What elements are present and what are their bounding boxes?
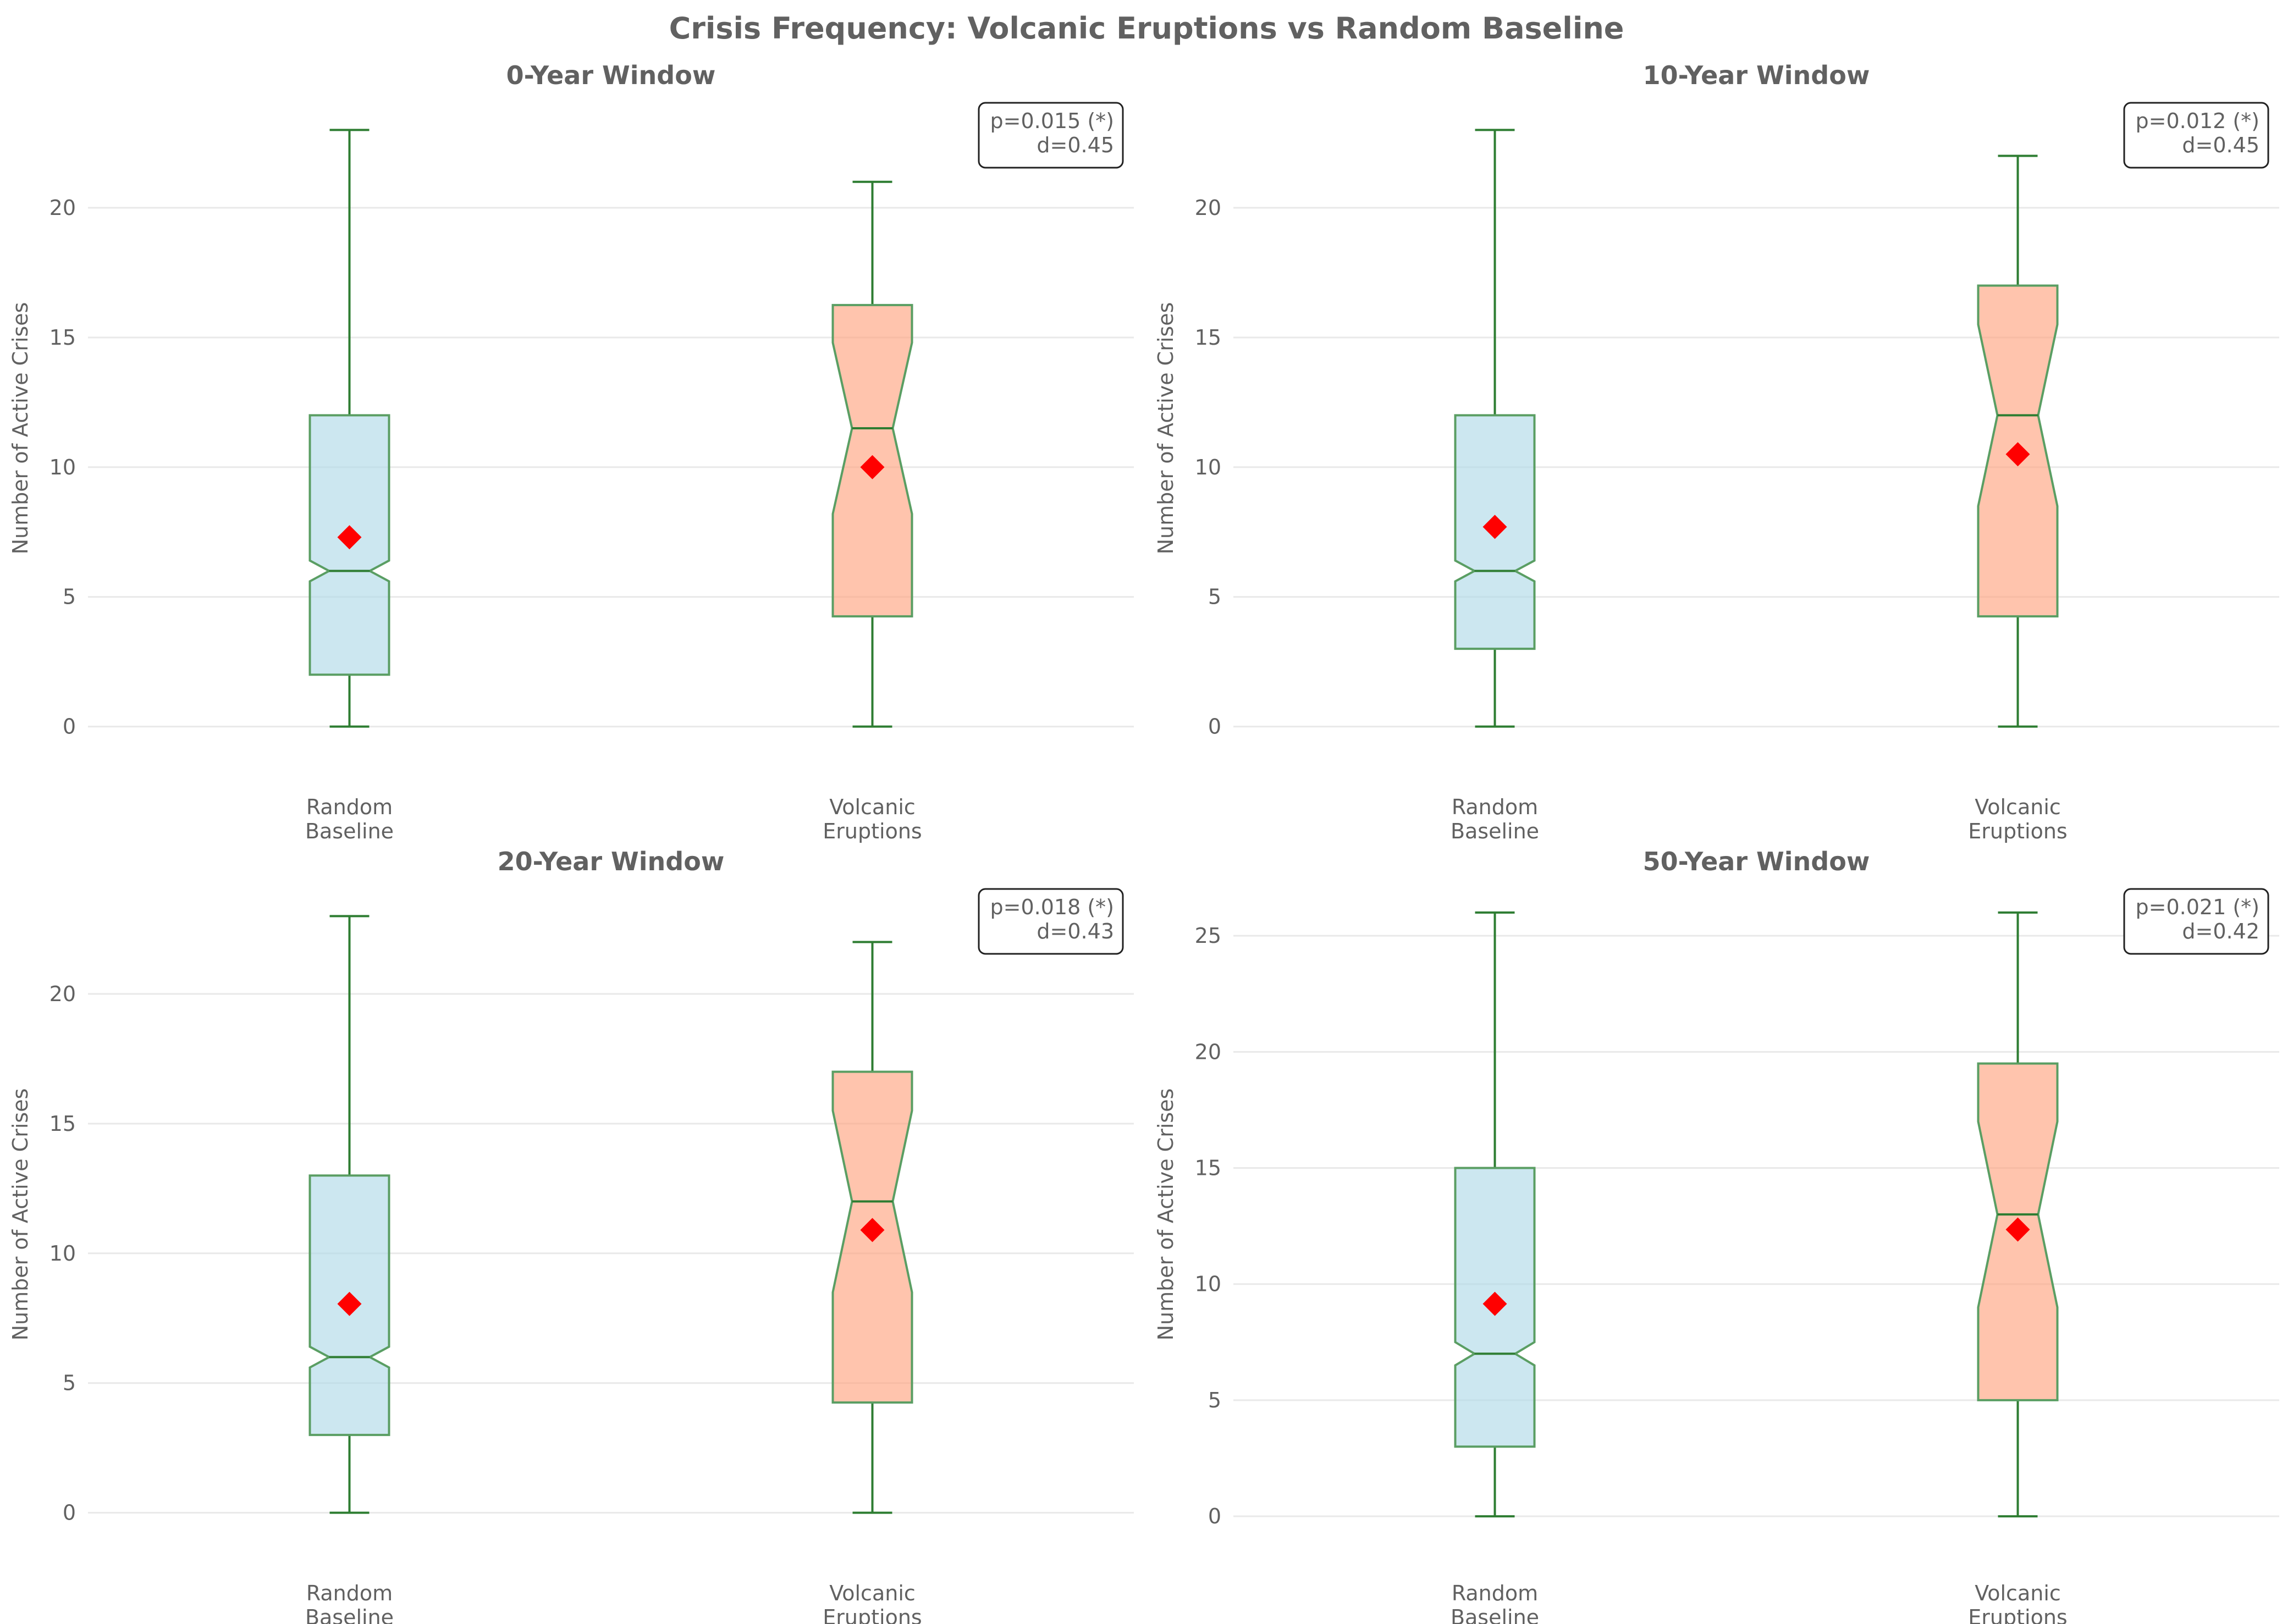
y-axis-label: Number of Active Crises xyxy=(8,302,32,555)
x-tick-label-line: Baseline xyxy=(1451,819,1539,843)
panel-title: 10-Year Window xyxy=(1643,60,1870,90)
panel-4: 50-Year Window 0 5 10 15 20 25 Number of Active… xyxy=(1154,847,2279,1624)
x-tick-label-line: Eruptions xyxy=(823,819,922,843)
stats-annotation-box xyxy=(2123,888,2269,955)
figure-title: Crisis Frequency: Volcanic Eruptions vs … xyxy=(669,11,1624,46)
x-tick-label-line: Random xyxy=(1452,1581,1538,1605)
y-tick-label: 10 xyxy=(49,455,76,479)
y-tick-label: 5 xyxy=(1208,1388,1221,1412)
box-random-baseline xyxy=(308,915,390,1514)
x-tick-label-line: Random xyxy=(306,1581,393,1605)
box-volcanic-eruptions xyxy=(831,941,913,1514)
x-tick-label: Random Baseline xyxy=(305,1581,394,1624)
x-tick-label: Volcanic Eruptions xyxy=(823,1581,922,1624)
y-axis-label: Number of Active Crises xyxy=(8,1089,32,1341)
stats-annotation-text: d=0.45 xyxy=(2182,133,2259,157)
box-volcanic-eruptions xyxy=(831,180,913,728)
panel-title: 50-Year Window xyxy=(1643,847,1870,876)
x-tick-label: Random Baseline xyxy=(1451,795,1539,843)
stats-annotation-text: d=0.43 xyxy=(1037,919,1114,943)
stats-annotation-box xyxy=(2123,102,2269,169)
mean-marker xyxy=(337,1291,362,1316)
panel-3: 20-Year Window 0 5 10 15 20 Number of Active C… xyxy=(8,847,1134,1624)
x-tick-label-line: Volcanic xyxy=(1975,795,2061,819)
box-random-baseline xyxy=(1454,129,1536,728)
y-tick-label: 20 xyxy=(1195,1040,1221,1064)
x-tick-label-line: Baseline xyxy=(305,819,394,843)
mean-marker xyxy=(1482,515,1507,539)
y-tick-label: 15 xyxy=(49,325,76,350)
mean-marker xyxy=(2005,442,2030,467)
y-tick-label: 15 xyxy=(49,1112,76,1136)
stats-annotation-box xyxy=(978,888,1124,955)
y-tick-label: 0 xyxy=(1208,1504,1221,1528)
mean-marker xyxy=(1482,1291,1507,1316)
x-tick-label-line: Eruptions xyxy=(1968,1605,2067,1624)
x-tick-label: Volcanic Eruptions xyxy=(823,795,922,843)
y-tick-label: 15 xyxy=(1195,325,1221,350)
y-tick-label: 5 xyxy=(63,585,76,609)
mean-marker xyxy=(860,1218,885,1242)
y-tick-label: 25 xyxy=(1195,924,1221,948)
stats-annotation-text: p=0.015 (*) xyxy=(990,109,1114,133)
stats-annotation-box xyxy=(978,102,1124,169)
x-tick-label: Random Baseline xyxy=(1451,1581,1539,1624)
y-tick-label: 0 xyxy=(63,1501,76,1525)
mean-marker xyxy=(2005,1217,2030,1242)
x-tick-label-line: Random xyxy=(306,795,393,819)
y-axis-label: Number of Active Crises xyxy=(1154,1089,1178,1341)
x-tick-label-line: Baseline xyxy=(305,1605,394,1624)
stats-annotation-text: d=0.42 xyxy=(2182,919,2259,943)
x-tick-label-line: Volcanic xyxy=(829,795,916,819)
y-tick-label: 20 xyxy=(49,982,76,1006)
y-tick-label: 10 xyxy=(49,1241,76,1266)
y-tick-label: 0 xyxy=(63,715,76,739)
stats-annotation-text: p=0.018 (*) xyxy=(990,895,1114,919)
y-tick-label: 5 xyxy=(63,1371,76,1395)
box-volcanic-eruptions xyxy=(1977,911,2059,1518)
panel-2: 10-Year Window 0 5 10 15 20 Number of Active C… xyxy=(1154,60,2279,843)
stats-annotation-text: p=0.012 (*) xyxy=(2136,109,2259,133)
y-axis-label: Number of Active Crises xyxy=(1154,302,1178,555)
panels: 0-Year Window 0 5 10 15 20 Number of Active Cr… xyxy=(8,60,2279,1624)
x-tick-label: Random Baseline xyxy=(305,795,394,843)
box-volcanic-eruptions xyxy=(1977,154,2059,728)
panel-title: 20-Year Window xyxy=(498,847,725,876)
mean-marker xyxy=(337,525,362,550)
x-tick-label-line: Eruptions xyxy=(1968,819,2067,843)
stats-annotation-text: p=0.021 (*) xyxy=(2136,895,2259,919)
y-tick-label: 15 xyxy=(1195,1156,1221,1180)
y-tick-label: 5 xyxy=(1208,585,1221,609)
y-tick-label: 10 xyxy=(1195,1272,1221,1296)
mean-marker xyxy=(860,455,885,479)
x-tick-label-line: Random xyxy=(1452,795,1538,819)
x-tick-label: Volcanic Eruptions xyxy=(1968,1581,2067,1624)
x-tick-label-line: Volcanic xyxy=(829,1581,916,1605)
y-tick-label: 20 xyxy=(1195,196,1221,220)
y-tick-label: 10 xyxy=(1195,455,1221,479)
panel-1: 0-Year Window 0 5 10 15 20 Number of Active Cr… xyxy=(8,60,1134,843)
x-tick-label-line: Baseline xyxy=(1451,1605,1539,1624)
stats-annotation-text: d=0.45 xyxy=(1037,133,1114,157)
x-tick-label-line: Volcanic xyxy=(1975,1581,2061,1605)
y-tick-label: 0 xyxy=(1208,715,1221,739)
box-random-baseline xyxy=(1454,911,1536,1518)
y-tick-label: 20 xyxy=(49,196,76,220)
box-random-baseline xyxy=(308,129,390,728)
x-tick-label: Volcanic Eruptions xyxy=(1968,795,2067,843)
x-tick-label-line: Eruptions xyxy=(823,1605,922,1624)
panel-title: 0-Year Window xyxy=(506,60,716,90)
